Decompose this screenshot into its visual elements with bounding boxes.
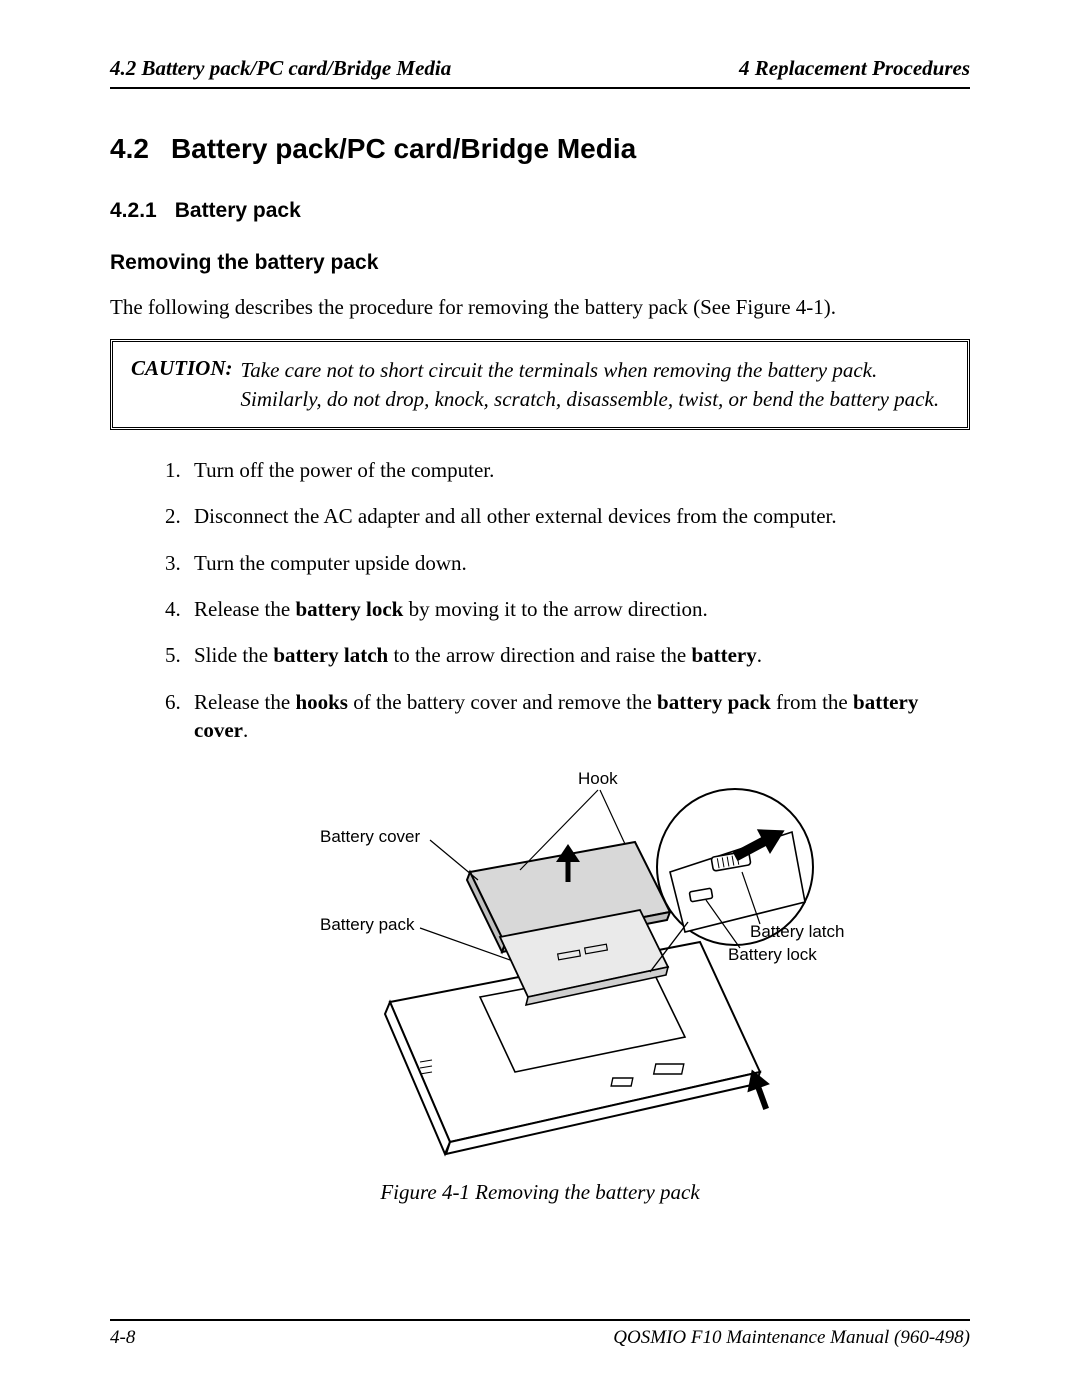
caution-text: Take care not to short circuit the termi… — [241, 356, 949, 413]
removing-title: Removing the battery pack — [110, 251, 970, 275]
page-footer: 4-8 QOSMIO F10 Maintenance Manual (960-4… — [110, 1319, 970, 1349]
label-battery-latch: Battery latch — [750, 922, 845, 941]
step-5-d: battery — [691, 643, 756, 667]
step-6-b: hooks — [295, 690, 348, 714]
subsection-name: Battery pack — [175, 199, 301, 223]
subsection-number: 4.2.1 — [110, 199, 157, 223]
step-6-g: . — [243, 718, 248, 742]
page-header: 4.2 Battery pack/PC card/Bridge Media 4 … — [110, 56, 970, 89]
caution-label: CAUTION: — [131, 356, 233, 413]
step-1: Turn off the power of the computer. — [186, 456, 970, 484]
step-4: Release the battery lock by moving it to… — [186, 595, 970, 623]
procedure-list: Turn off the power of the computer. Disc… — [110, 456, 970, 744]
step-5-c: to the arrow direction and raise the — [388, 643, 691, 667]
figure-caption: Figure 4-1 Removing the battery pack — [380, 1180, 699, 1205]
intro-paragraph: The following describes the procedure fo… — [110, 293, 970, 321]
step-4-c: by moving it to the arrow direction. — [403, 597, 707, 621]
step-4-a: Release the — [194, 597, 295, 621]
subsection-title: 4.2.1 Battery pack — [110, 199, 970, 223]
step-5-e: . — [757, 643, 762, 667]
header-right: 4 Replacement Procedures — [739, 56, 970, 81]
footer-left: 4-8 — [110, 1327, 135, 1349]
step-6-d: battery pack — [657, 690, 771, 714]
header-left: 4.2 Battery pack/PC card/Bridge Media — [110, 56, 451, 81]
caution-box: CAUTION: Take care not to short circuit … — [110, 339, 970, 430]
section-name: Battery pack/PC card/Bridge Media — [171, 133, 636, 165]
label-battery-lock: Battery lock — [728, 945, 817, 964]
step-6: Release the hooks of the battery cover a… — [186, 688, 970, 745]
label-battery-pack: Battery pack — [320, 915, 415, 934]
figure-illustration: Hook Battery cover Battery pack Battery … — [220, 762, 860, 1162]
step-6-e: from the — [771, 690, 853, 714]
step-5: Slide the battery latch to the arrow dir… — [186, 641, 970, 669]
step-3: Turn the computer upside down. — [186, 549, 970, 577]
step-5-b: battery latch — [273, 643, 388, 667]
section-number: 4.2 — [110, 133, 149, 165]
label-hook: Hook — [578, 769, 618, 788]
step-5-a: Slide the — [194, 643, 273, 667]
step-6-a: Release the — [194, 690, 295, 714]
step-2: Disconnect the AC adapter and all other … — [186, 502, 970, 530]
figure-4-1: Hook Battery cover Battery pack Battery … — [110, 762, 970, 1205]
footer-right: QOSMIO F10 Maintenance Manual (960-498) — [613, 1327, 970, 1349]
step-6-c: of the battery cover and remove the — [348, 690, 657, 714]
step-4-bold: battery lock — [295, 597, 403, 621]
section-title: 4.2 Battery pack/PC card/Bridge Media — [110, 133, 970, 165]
label-battery-cover: Battery cover — [320, 827, 420, 846]
